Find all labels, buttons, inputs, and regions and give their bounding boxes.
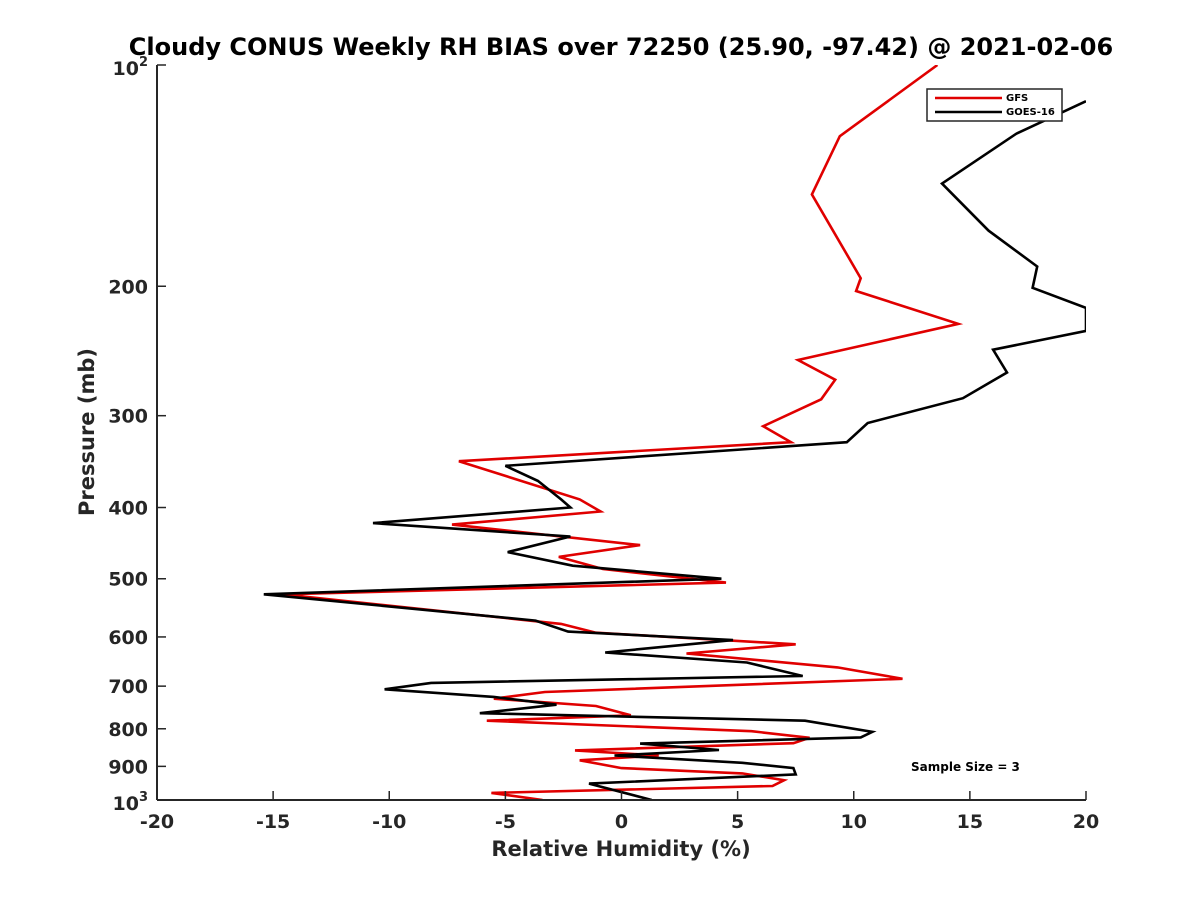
x-tick-label: -15 [256,811,290,833]
y-tick-label: 200 [108,276,148,298]
y-tick-label: 600 [108,627,148,649]
y-axis-label: Pressure (mb) [75,348,99,516]
x-tick-label: -5 [495,811,516,833]
y-tick-label: 700 [108,676,148,698]
y-tick-label: 300 [108,406,148,428]
y-tick-label: 400 [108,498,148,520]
x-tick-label: -20 [140,811,174,833]
legend: GFS GOES-16 [926,88,1063,122]
legend-label-gfs: GFS [1006,93,1028,104]
x-tick-label: 10 [841,811,867,833]
x-tick-label: -10 [372,811,406,833]
y-tick-label: 900 [108,756,148,778]
series-line-goes16 [263,100,1086,800]
y-tick-label: 102 [113,55,149,80]
y-tick-label: 103 [113,790,149,815]
x-tick-label: 0 [615,811,628,833]
sample-size-annotation: Sample Size = 3 [911,760,1020,774]
y-axis-ticks: 102 200 300 400 500 600 700 800 900 103 [108,55,166,815]
plot-background [157,65,1086,800]
x-axis-label: Relative Humidity (%) [491,837,750,861]
legend-box [926,88,1063,122]
chart-title: Cloudy CONUS Weekly RH BIAS over 72250 (… [129,33,1113,61]
x-tick-label: 5 [731,811,744,833]
y-tick-label: 500 [108,569,148,591]
plot-area: -20 -15 -10 -5 0 5 10 15 20 102 200 300 400 500 600 70… [108,55,1099,833]
x-axis-ticks: -20 -15 -10 -5 0 5 10 15 20 [140,791,1099,833]
x-tick-label: 15 [957,811,983,833]
y-tick-label: 800 [108,719,148,741]
x-tick-label: 20 [1073,811,1099,833]
series-layer [263,65,1086,800]
legend-label-goes16: GOES-16 [1006,107,1055,118]
